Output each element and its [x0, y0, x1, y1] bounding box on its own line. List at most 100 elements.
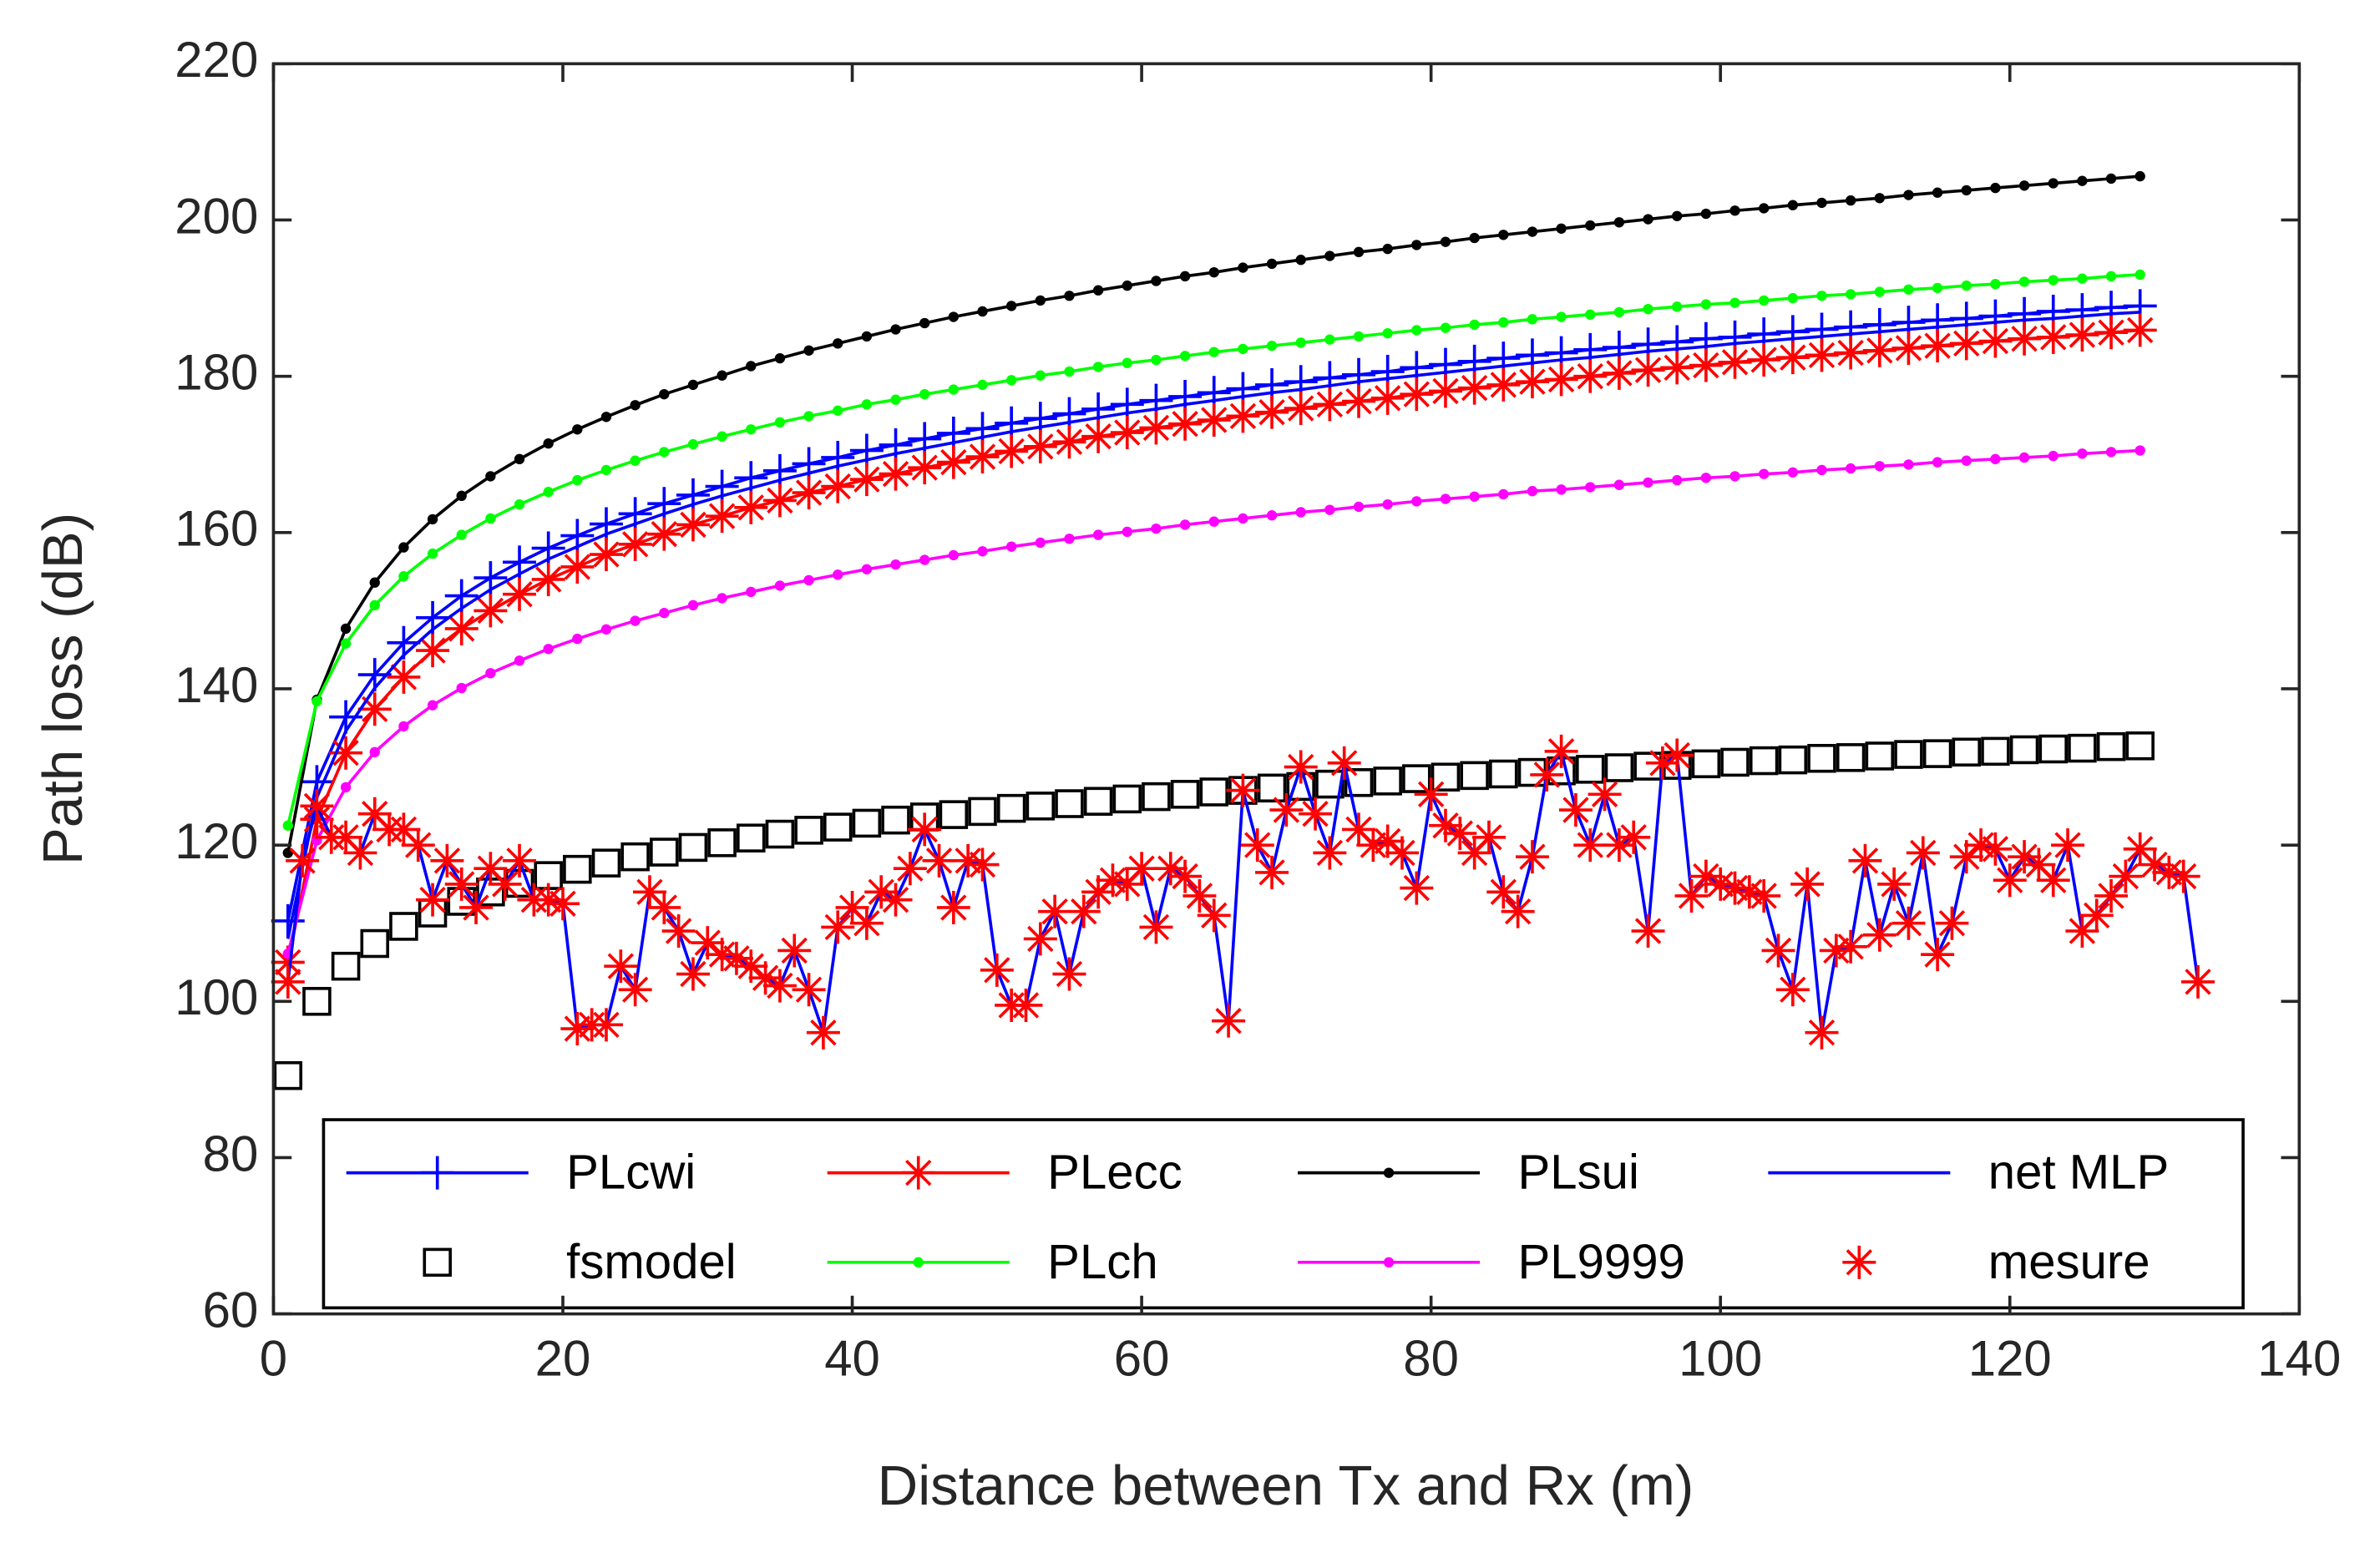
- star-marker: [1819, 933, 1853, 968]
- dot-marker: [717, 431, 727, 442]
- dot-marker: [398, 571, 409, 582]
- dot-marker: [427, 548, 438, 559]
- dot-marker: [1295, 337, 1306, 348]
- dot-marker: [1208, 516, 1219, 527]
- dot-marker: [1672, 474, 1683, 486]
- plot-area: [271, 170, 2215, 1090]
- star-marker: [1052, 957, 1086, 991]
- dot-marker: [977, 306, 988, 317]
- dot-marker: [1816, 197, 1827, 209]
- dot-marker: [1990, 279, 2001, 290]
- dot-marker: [2134, 445, 2145, 456]
- dot-marker: [311, 696, 322, 707]
- star-marker: [1515, 365, 1549, 399]
- star-marker: [676, 508, 710, 542]
- dot-marker: [1383, 1257, 1395, 1268]
- dot-marker: [1585, 482, 1596, 493]
- dot-marker: [1498, 230, 1509, 240]
- star-marker: [1775, 973, 1810, 1007]
- star-marker: [792, 973, 826, 1007]
- dot-marker: [1064, 291, 1075, 301]
- square-marker: [2068, 733, 2097, 763]
- dot-marker: [1208, 347, 1219, 357]
- dot-marker: [543, 486, 554, 498]
- star-marker: [1255, 855, 1289, 889]
- square-marker: [996, 793, 1026, 823]
- square-marker: [1170, 780, 1200, 809]
- plus-marker: [821, 440, 855, 474]
- star-marker: [1081, 875, 1116, 909]
- square-marker: [968, 797, 997, 827]
- dot-marker: [2077, 273, 2088, 284]
- dot-marker: [1324, 250, 1335, 261]
- dot-marker: [1353, 246, 1365, 258]
- star-marker: [329, 820, 363, 854]
- x-tick-label: 100: [1679, 1331, 1762, 1387]
- star-marker: [1530, 757, 1564, 792]
- plus-marker: [705, 469, 739, 503]
- dot-marker: [717, 370, 727, 381]
- dot-marker: [1787, 467, 1799, 478]
- star-marker: [1558, 793, 1593, 827]
- square-marker: [678, 832, 708, 863]
- plus-marker: [420, 1156, 454, 1190]
- star-marker: [1168, 407, 1203, 441]
- dot-marker: [1932, 457, 1943, 468]
- dot-marker: [1613, 217, 1625, 228]
- square-marker: [1142, 782, 1171, 812]
- dot-marker: [861, 399, 873, 410]
- dot-marker: [687, 438, 699, 450]
- dot-marker: [1643, 214, 1653, 225]
- dot-marker: [485, 471, 496, 482]
- dot-marker: [1064, 534, 1075, 544]
- star-marker: [1197, 898, 1231, 933]
- star-marker: [647, 891, 681, 924]
- dot-marker: [2105, 173, 2117, 185]
- star-marker: [1978, 324, 2013, 358]
- star-marker: [1457, 371, 1491, 405]
- star-marker: [705, 499, 739, 534]
- star-marker: [762, 483, 797, 518]
- dot-marker: [1787, 200, 1799, 210]
- star-marker: [1964, 828, 1998, 863]
- dot-marker: [1324, 504, 1335, 515]
- dot-marker: [630, 400, 641, 411]
- dot-marker: [1672, 301, 1683, 312]
- square-marker: [1922, 739, 1952, 768]
- star-marker: [1023, 922, 1057, 956]
- plus-marker: [995, 406, 1029, 440]
- dot-marker: [1266, 258, 1278, 270]
- star-marker: [849, 906, 884, 940]
- star-marker: [1255, 395, 1289, 429]
- star-marker: [618, 973, 652, 1007]
- y-tick-label: 140: [175, 657, 258, 713]
- star-marker: [1718, 345, 1752, 379]
- plus-marker: [676, 478, 710, 512]
- dot-marker: [977, 379, 988, 391]
- x-tick-label: 140: [2257, 1331, 2341, 1387]
- star-marker: [560, 549, 595, 584]
- star-marker: [546, 887, 580, 921]
- dot-marker: [746, 424, 757, 435]
- star-marker: [1038, 894, 1072, 928]
- star-marker: [1081, 419, 1116, 453]
- dot-marker: [1208, 267, 1219, 278]
- dot-marker: [514, 655, 525, 666]
- star-marker: [1066, 894, 1101, 928]
- dot-marker: [1845, 195, 1856, 206]
- square-marker: [1691, 749, 1721, 779]
- star-marker: [1544, 362, 1578, 397]
- dot-marker: [1151, 523, 1162, 534]
- dot-marker: [572, 474, 583, 486]
- dot-marker: [803, 345, 814, 356]
- star-marker: [1949, 326, 1983, 361]
- square-marker: [881, 805, 910, 835]
- square-marker: [1489, 759, 1518, 789]
- star-marker: [661, 914, 696, 949]
- square-marker: [794, 816, 823, 845]
- dot-marker: [1179, 519, 1191, 530]
- dot-marker: [1729, 205, 1740, 216]
- star-marker: [1342, 812, 1376, 847]
- square-marker: [620, 842, 650, 872]
